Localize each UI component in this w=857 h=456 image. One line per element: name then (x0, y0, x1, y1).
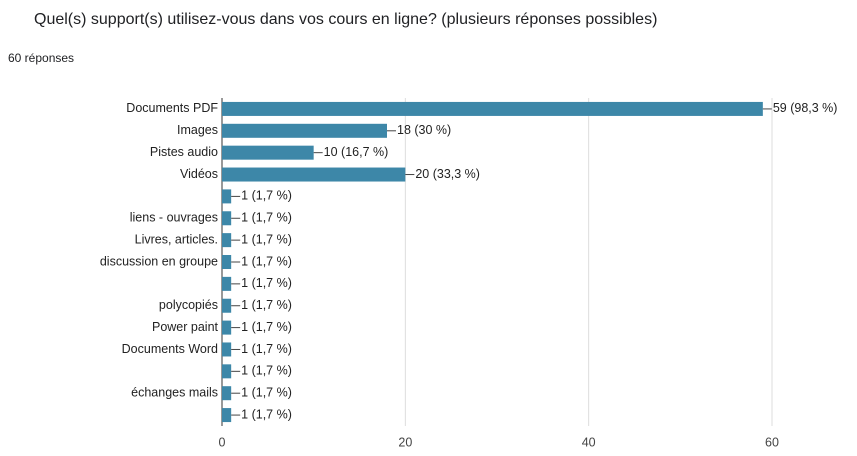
data-label: 59 (98,3 %) (773, 101, 838, 115)
bar (222, 276, 232, 291)
bar (222, 408, 232, 423)
y-tick-label: échanges mails (131, 385, 218, 399)
bar (222, 123, 387, 138)
data-label: 1 (1,7 %) (241, 254, 292, 268)
data-label: 20 (33,3 %) (415, 167, 480, 181)
y-tick-label: Documents Word (122, 342, 218, 356)
data-label: 1 (1,7 %) (241, 298, 292, 312)
bar (222, 364, 232, 379)
response-count: 60 réponses (8, 51, 74, 65)
y-tick-label: Pistes audio (150, 145, 218, 159)
bar (222, 145, 314, 160)
data-label: 1 (1,7 %) (241, 320, 292, 334)
bar (222, 101, 763, 116)
data-label: 1 (1,7 %) (241, 189, 292, 203)
data-label: 1 (1,7 %) (241, 407, 292, 421)
data-label: 1 (1,7 %) (241, 276, 292, 290)
bar (222, 167, 406, 182)
y-tick-label: Documents PDF (126, 101, 218, 115)
y-tick-label: liens - ouvrages (130, 211, 218, 225)
x-tick-label: 0 (219, 435, 226, 449)
x-tick-label: 60 (765, 435, 779, 449)
data-label: 1 (1,7 %) (241, 232, 292, 246)
bar (222, 189, 232, 204)
bar (222, 386, 232, 401)
y-tick-label: Vidéos (180, 167, 218, 181)
y-tick-label: Images (177, 123, 218, 137)
data-label: 10 (16,7 %) (324, 145, 389, 159)
y-tick-label: polycopiés (159, 298, 218, 312)
chart-title: Quel(s) support(s) utilisez-vous dans vo… (34, 11, 657, 28)
data-label: 1 (1,7 %) (241, 364, 292, 378)
bar (222, 233, 232, 248)
bar (222, 298, 232, 313)
bar (222, 255, 232, 269)
data-label: 1 (1,7 %) (241, 342, 292, 356)
x-tick-label: 40 (582, 435, 596, 449)
bar (222, 211, 232, 226)
data-label: 1 (1,7 %) (241, 385, 292, 399)
bar (222, 342, 232, 357)
y-tick-label: discussion en groupe (100, 254, 218, 268)
data-label: 1 (1,7 %) (241, 211, 292, 225)
y-tick-label: Livres, articles. (135, 232, 218, 246)
x-tick-label: 20 (398, 435, 412, 449)
data-label: 18 (30 %) (397, 123, 451, 137)
bar (222, 320, 232, 335)
y-tick-label: Power paint (152, 320, 219, 334)
